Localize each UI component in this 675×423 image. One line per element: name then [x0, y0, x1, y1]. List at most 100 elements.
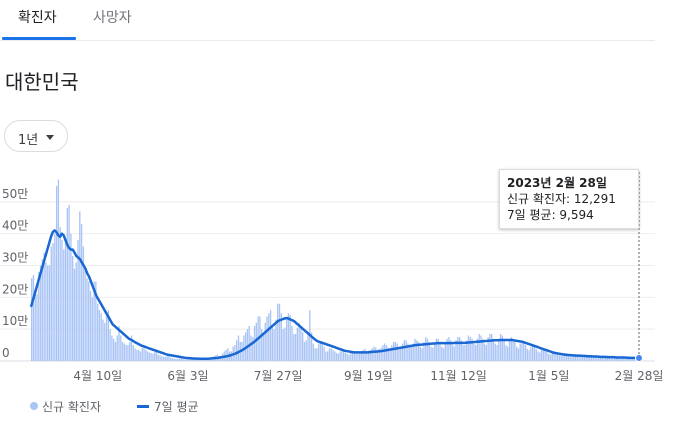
bar [353, 351, 356, 361]
bar [412, 343, 414, 361]
bar [280, 313, 282, 361]
bar [129, 341, 131, 361]
bar [80, 224, 83, 361]
bar [537, 351, 539, 361]
tooltip-date: 2023년 2월 28일 [507, 176, 607, 190]
bar [45, 262, 47, 361]
bar [544, 350, 546, 361]
bar [421, 348, 423, 361]
bar [558, 355, 561, 361]
bar [387, 347, 389, 361]
bar [104, 322, 106, 361]
bar [466, 340, 468, 361]
bar [303, 341, 306, 361]
bar [337, 353, 340, 361]
bar [510, 337, 512, 362]
tab-deaths[interactable]: 사망자 [93, 10, 132, 26]
bar [580, 356, 582, 361]
bar [39, 265, 42, 361]
bar [312, 343, 315, 361]
bar [539, 352, 541, 361]
bar [173, 358, 175, 361]
x-tick-label: 4월 10일 [73, 369, 122, 383]
bar [196, 359, 199, 361]
bar [498, 338, 500, 361]
bar [136, 349, 138, 361]
bar [195, 359, 197, 361]
legend-label-average: 7일 평균 [154, 400, 199, 414]
x-tick-label: 7월 27일 [254, 369, 303, 383]
bar [499, 333, 502, 361]
bar [599, 356, 602, 361]
bar [514, 341, 516, 361]
chart-bars [31, 179, 639, 362]
bar [612, 358, 614, 361]
bar [332, 349, 334, 361]
bar [271, 325, 274, 361]
bar [148, 352, 151, 361]
bar [341, 349, 343, 361]
bar [476, 338, 479, 361]
bar [524, 345, 527, 361]
bar [266, 316, 268, 361]
bar [98, 310, 101, 361]
bar [316, 348, 318, 361]
bar [444, 341, 446, 361]
bar [560, 355, 562, 361]
bar [145, 349, 147, 361]
bar [371, 348, 373, 361]
bar [168, 355, 170, 361]
bar [556, 354, 559, 361]
bar [132, 345, 134, 361]
bar [467, 335, 470, 361]
chart-line [29, 172, 643, 362]
bar [451, 345, 454, 361]
bar [134, 348, 136, 361]
bar [573, 354, 575, 361]
bar [47, 265, 49, 361]
bar [72, 255, 74, 361]
bar [369, 349, 372, 361]
bar [473, 343, 475, 361]
bar [346, 354, 348, 361]
bar [385, 345, 388, 361]
bar [441, 346, 443, 361]
bar [416, 340, 418, 361]
bar [428, 341, 430, 361]
period-dropdown[interactable]: 1년 [4, 120, 68, 152]
bar [93, 281, 95, 361]
bar [335, 353, 338, 361]
bar [96, 303, 99, 361]
bar [284, 327, 286, 361]
bar [435, 338, 438, 361]
bar [450, 340, 452, 361]
bar [307, 332, 309, 361]
tab-confirmed-cases[interactable]: 확진자 [18, 10, 57, 26]
bar [86, 278, 88, 361]
x-tick-label: 11월 12일 [430, 369, 486, 383]
bar [423, 341, 425, 361]
bar [367, 350, 370, 361]
bar [448, 337, 450, 362]
bar [425, 337, 427, 362]
bar [601, 357, 603, 361]
bar [177, 358, 179, 361]
bar [325, 351, 327, 361]
tooltip-new-cases: 신규 확진자: 12,291 [507, 192, 616, 206]
legend-label-new-cases: 신규 확진자 [42, 400, 102, 414]
bar [523, 341, 525, 361]
bar [59, 227, 61, 361]
bar [482, 338, 484, 361]
bar [319, 341, 322, 361]
bar [615, 356, 618, 361]
bar [123, 343, 126, 361]
bar [116, 335, 118, 361]
bar [125, 345, 127, 361]
bar [487, 337, 489, 362]
bar [323, 346, 325, 361]
bar [296, 327, 299, 361]
bar [633, 358, 635, 361]
cases-chart[interactable]: 0 10만 20만 30만 40만 50만 4월 10일 6월 3일 7월 27일 9월 19일 1… [0, 160, 675, 390]
bar [532, 345, 534, 361]
bar [562, 353, 564, 361]
